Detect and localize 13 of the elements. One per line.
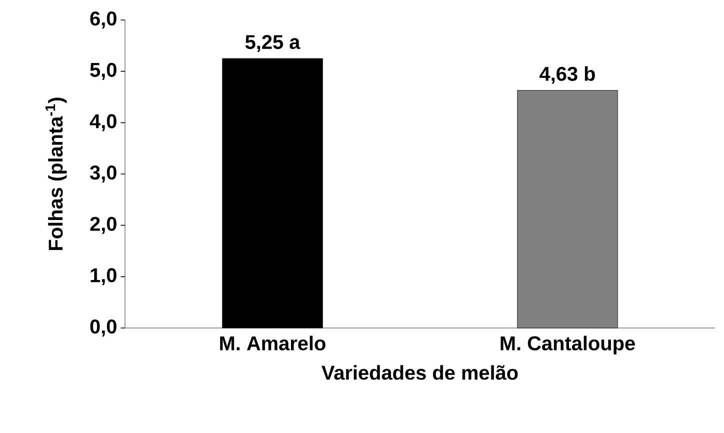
y-tick-label: 2,0 <box>90 216 116 234</box>
y-tick-label: 3,0 <box>90 166 116 182</box>
y-tick-label: 1,0 <box>90 268 116 286</box>
y-tick-label: 0,0 <box>90 320 116 336</box>
x-tick-label: M. Amarelo <box>220 336 326 350</box>
y-tick-label: 5,0 <box>90 62 116 80</box>
data-label: 4,63 b <box>540 66 595 84</box>
y-tick-label: 6,0 <box>90 12 116 28</box>
y-axis-title: Folhas (planta$^{-1}$) <box>45 98 67 250</box>
x-tick-label: M. Cantaloupe <box>500 336 635 354</box>
x-axis-title: Variedades de melão <box>322 365 518 380</box>
y-tick-label: 4,0 <box>90 114 116 132</box>
data-label: 5,25 a <box>245 34 300 52</box>
